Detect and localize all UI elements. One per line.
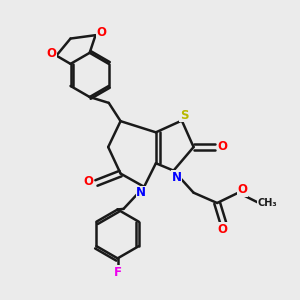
Text: F: F [114,266,122,279]
Text: O: O [217,223,227,236]
Text: O: O [84,175,94,188]
Text: S: S [180,109,188,122]
Text: O: O [96,26,106,39]
Text: CH₃: CH₃ [258,198,278,208]
Text: O: O [46,47,56,60]
Text: O: O [217,140,227,153]
Text: N: N [136,186,146,199]
Text: O: O [237,183,247,196]
Text: N: N [172,171,182,184]
